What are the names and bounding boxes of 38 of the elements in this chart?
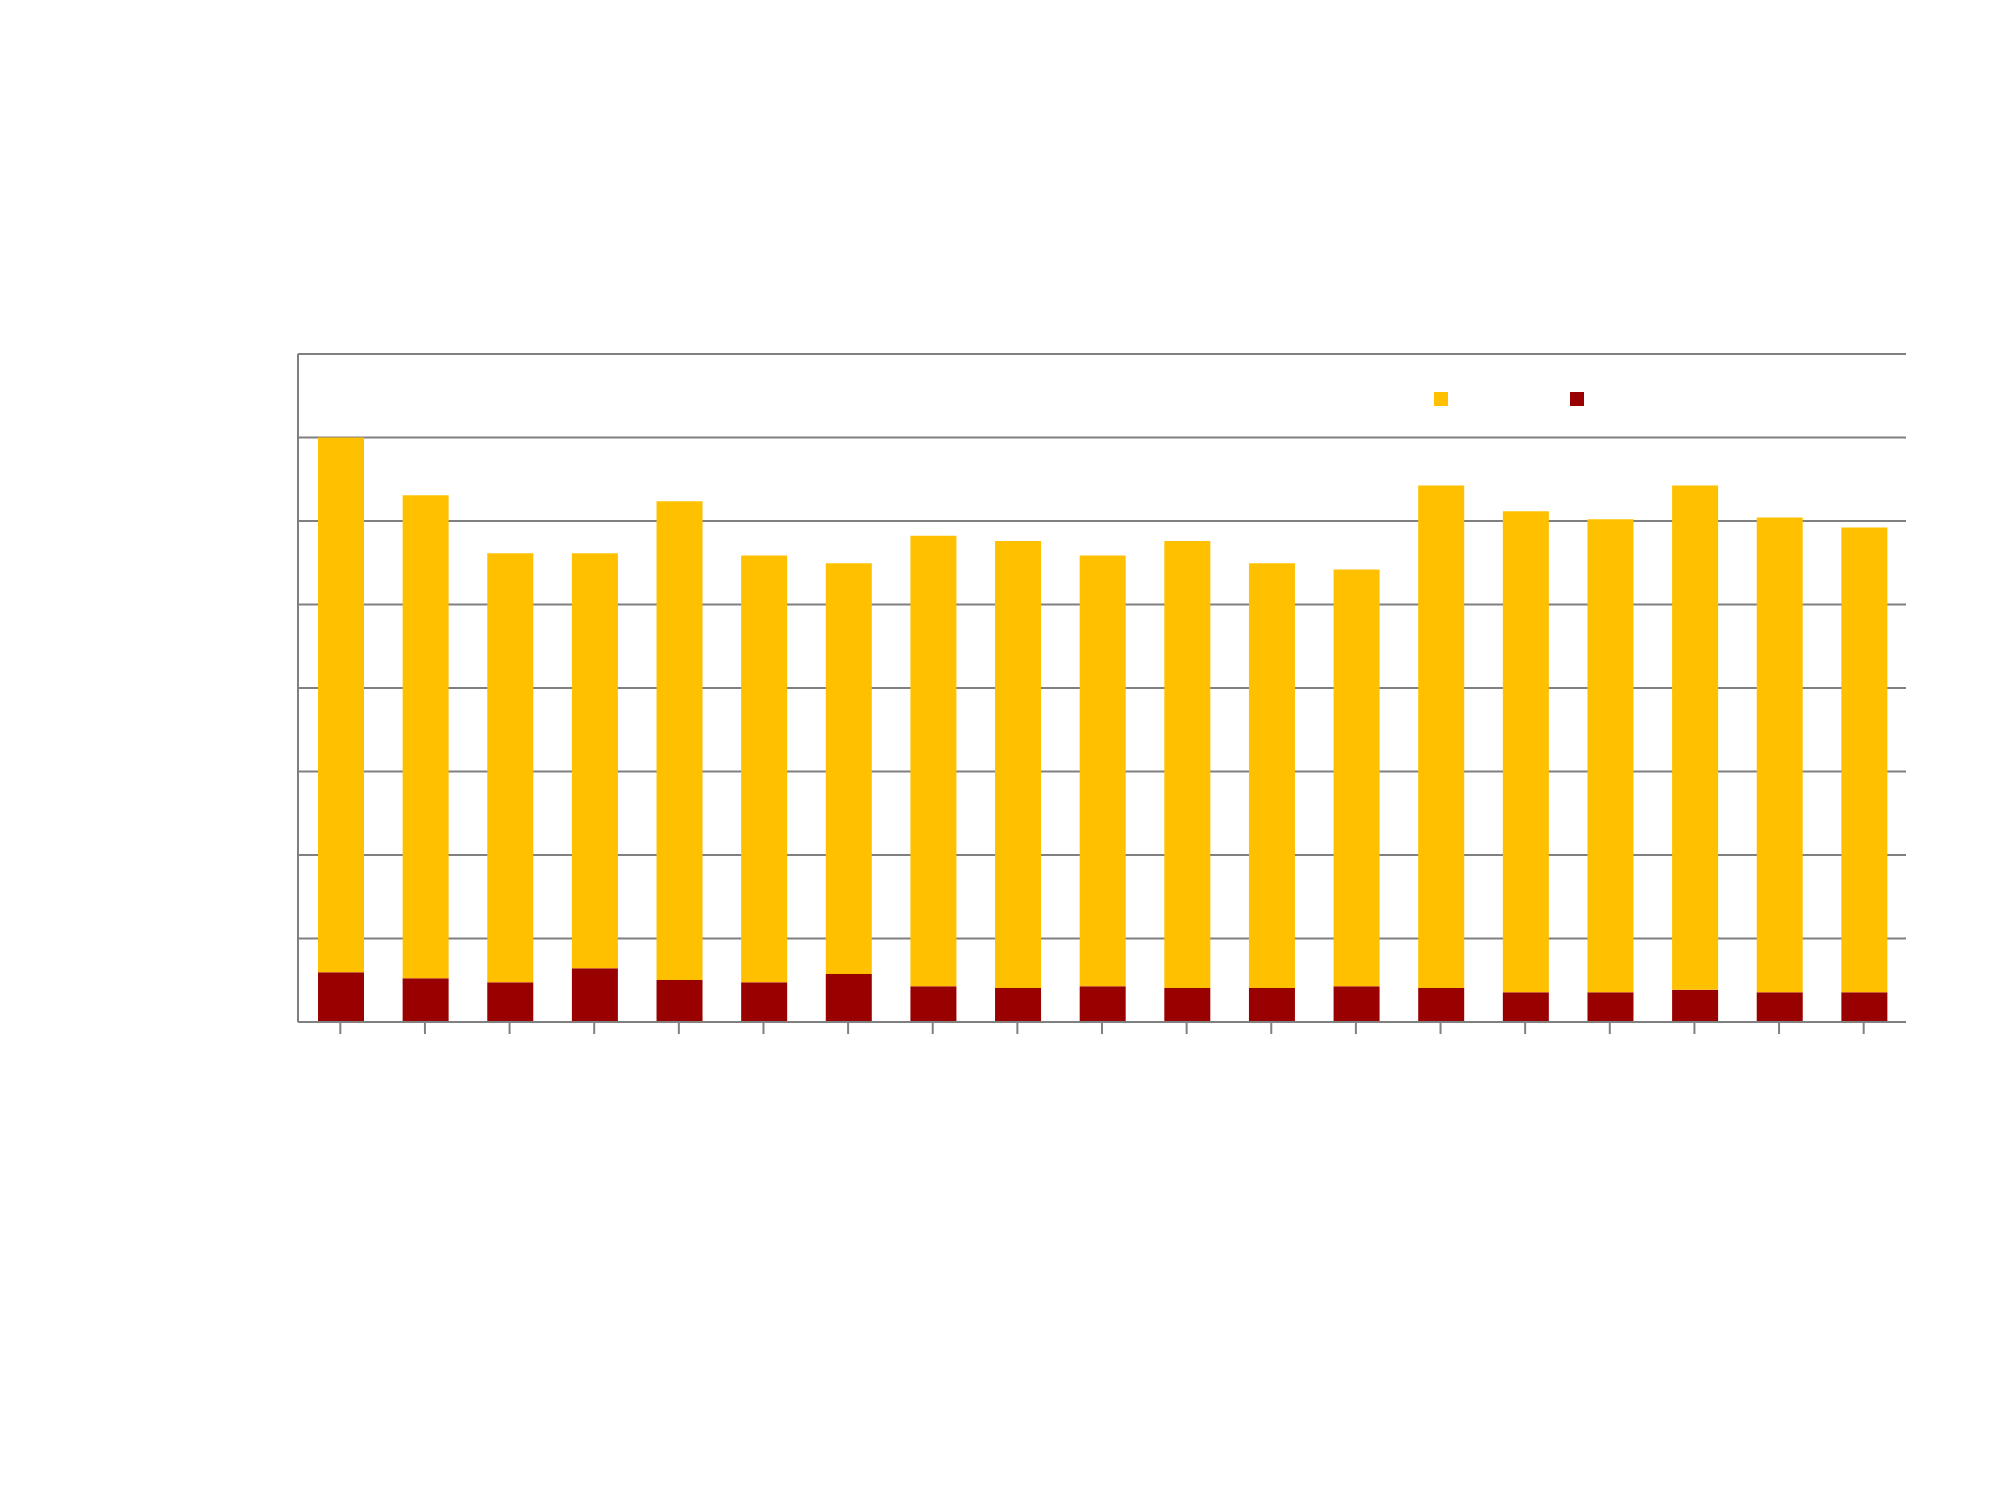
bar: [825, 563, 872, 975]
bar: [402, 495, 449, 979]
bar: [1587, 992, 1634, 1022]
bar: [571, 553, 618, 969]
bar: [1756, 517, 1803, 993]
bar: [487, 553, 534, 983]
bar: [910, 986, 957, 1022]
bar: [1333, 986, 1380, 1022]
bar: [656, 979, 703, 1022]
bar: [571, 968, 618, 1022]
bar: [1502, 992, 1549, 1022]
bar: [1841, 992, 1888, 1022]
bar: [318, 972, 364, 1022]
bar: [1333, 569, 1380, 987]
bar: [995, 540, 1042, 989]
bar: [910, 535, 957, 987]
bar: [1672, 989, 1719, 1022]
bar: [1672, 485, 1719, 990]
bar: [995, 988, 1042, 1022]
bar: [1164, 540, 1211, 989]
bar: [487, 982, 534, 1022]
bar: [318, 437, 364, 973]
bar: [1502, 511, 1549, 993]
bar: [1841, 527, 1888, 993]
bar: [741, 555, 788, 983]
bar: [1248, 563, 1295, 989]
bar: [1248, 988, 1295, 1022]
bar: [1164, 988, 1211, 1022]
bar: [656, 501, 703, 980]
bar: [402, 978, 449, 1022]
bar: [1418, 485, 1465, 989]
bar: [1079, 986, 1126, 1022]
bar: [741, 982, 788, 1022]
bar: [1756, 992, 1803, 1022]
bar: [1079, 555, 1126, 987]
bar: [825, 974, 872, 1022]
bar: [1418, 988, 1465, 1022]
bar: [1587, 519, 1634, 993]
